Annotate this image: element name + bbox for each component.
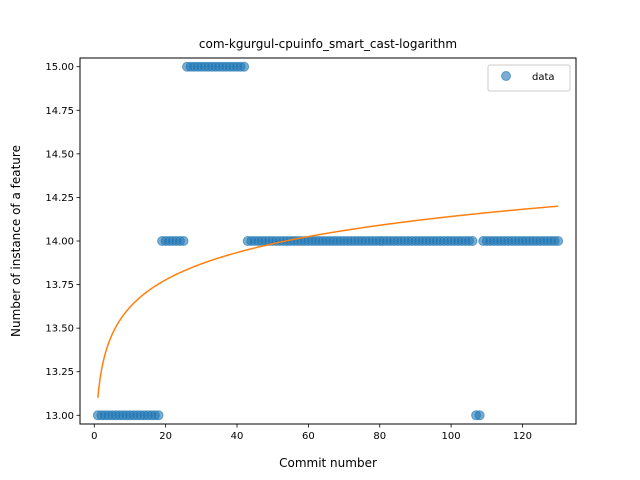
y-tick-label: 13.75	[45, 280, 74, 291]
x-tick-label: 0	[91, 431, 97, 442]
legend-box	[487, 64, 571, 92]
y-tick-label: 13.50	[45, 324, 74, 335]
x-tick-label: 80	[373, 431, 386, 442]
y-tick-label: 14.25	[45, 193, 74, 204]
legend-label-data: data	[532, 72, 555, 83]
x-tick-label: 40	[231, 431, 244, 442]
fit-line	[97, 205, 559, 398]
data-point	[153, 410, 164, 421]
y-tick-label: 14.75	[45, 106, 74, 117]
y-tick-label: 15.00	[45, 62, 74, 73]
chart-title: com-kgurgul-cpuinfo_smart_cast-logarithm	[199, 37, 457, 51]
data-point	[474, 410, 485, 421]
y-tick-label: 14.50	[45, 149, 74, 160]
y-tick-label: 14.00	[45, 237, 74, 248]
data-point	[178, 236, 189, 246]
x-tick-label: 120	[513, 431, 532, 442]
x-tick-label: 100	[442, 431, 461, 442]
data-point	[553, 236, 564, 246]
y-axis-label: Number of instance of a feature	[9, 145, 23, 337]
x-axis-label: Commit number	[279, 456, 377, 470]
legend-marker-data	[501, 71, 511, 81]
data-point	[239, 61, 250, 72]
plot-area	[92, 61, 564, 421]
y-axis: 13.00 13.25 13.50 13.75 14.00 14.25 14.50 14.75…	[45, 62, 80, 422]
y-tick-label: 13.00	[45, 411, 74, 422]
y-tick-label: 13.25	[45, 367, 74, 378]
x-axis: 0 20 40 60 80 100 120	[91, 424, 532, 442]
x-tick-label: 60	[302, 431, 315, 442]
data-point	[467, 236, 478, 246]
x-tick-label: 20	[159, 431, 172, 442]
legend: data	[487, 64, 571, 92]
